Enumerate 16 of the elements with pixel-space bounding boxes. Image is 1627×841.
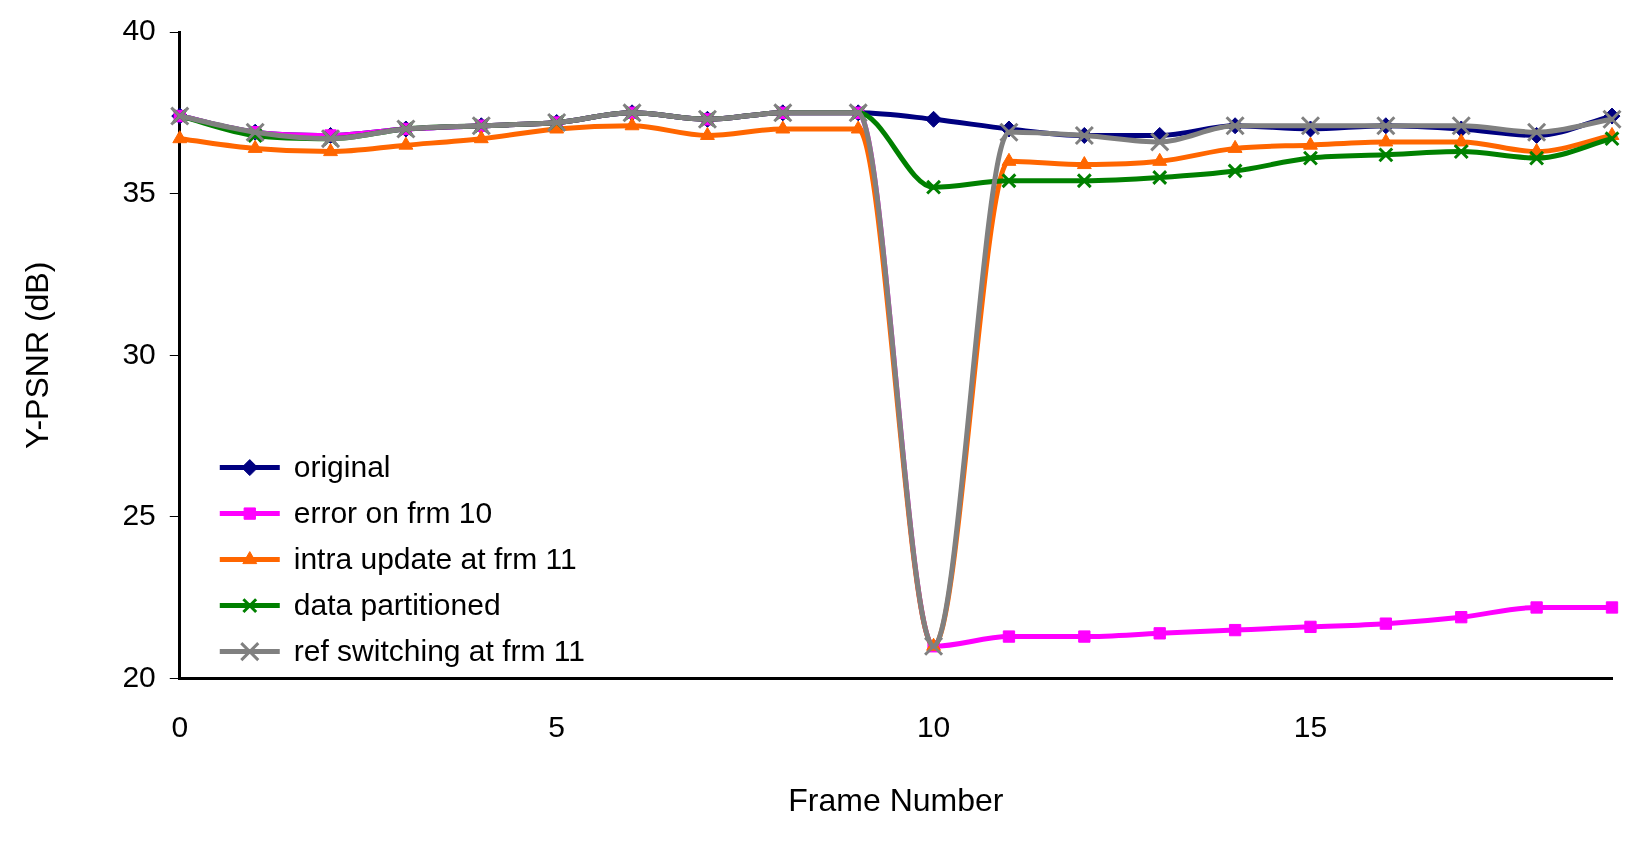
y-tick-label: 30 bbox=[122, 336, 156, 370]
x-tick-label: 5 bbox=[548, 709, 566, 743]
y-tick-label: 35 bbox=[122, 174, 156, 208]
legend-label: data partitioned bbox=[293, 587, 501, 621]
y-tick-label: 40 bbox=[122, 13, 156, 47]
legend-label: original bbox=[293, 449, 391, 483]
y-tick-label: 20 bbox=[122, 659, 156, 693]
x-tick-label: 0 bbox=[171, 709, 189, 743]
y-tick-label: 25 bbox=[122, 498, 156, 532]
legend-label: error on frm 10 bbox=[293, 495, 493, 529]
legend-label: ref switching at frm 11 bbox=[293, 633, 585, 667]
x-tick-label: 10 bbox=[916, 709, 951, 743]
y-axis-title: Y-PSNR (dB) bbox=[19, 261, 56, 449]
x-tick-label: 15 bbox=[1293, 709, 1328, 743]
x-axis-title: Frame Number bbox=[788, 781, 1004, 818]
legend-label: intra update at frm 11 bbox=[293, 541, 577, 575]
